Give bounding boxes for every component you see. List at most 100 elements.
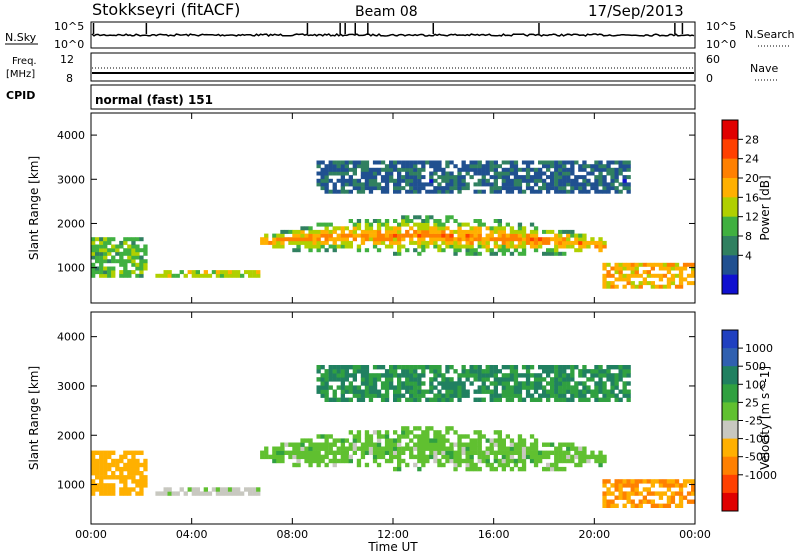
heatmap-cell (401, 373, 406, 378)
heatmap-cell (344, 160, 349, 165)
heatmap-cell (546, 381, 551, 386)
heatmap-cell (103, 266, 108, 271)
heatmap-cell (449, 233, 454, 238)
heatmap-cell (497, 175, 502, 180)
heatmap-cell (340, 178, 345, 183)
heatmap-cell (409, 389, 414, 394)
heatmap-cell (606, 503, 611, 508)
heatmap-cell (99, 259, 104, 264)
heatmap-cell (469, 244, 474, 249)
heatmap-cell (521, 178, 527, 183)
heatmap-cell (352, 186, 357, 191)
heatmap-cell (417, 215, 422, 220)
heatmap-cell (533, 226, 539, 231)
heatmap-cell (123, 270, 128, 275)
heatmap-cell (566, 397, 571, 402)
heatmap-cell (570, 182, 575, 187)
heatmap-cell (384, 164, 390, 169)
heatmap-cell (533, 454, 539, 460)
heatmap-cell (348, 167, 353, 172)
heatmap-cell (582, 240, 587, 245)
heatmap-cell (324, 393, 329, 398)
heatmap-cell (107, 237, 112, 242)
heatmap-cell (340, 186, 345, 191)
heatmap-cell (352, 438, 357, 443)
heatmap-cell (296, 237, 301, 242)
heatmap-cell (312, 450, 317, 455)
heatmap-cell (131, 240, 136, 245)
heatmap-cell (521, 458, 527, 464)
heatmap-cell (356, 397, 362, 402)
heatmap-cell (477, 219, 482, 223)
heatmap-cell (272, 233, 277, 238)
heatmap-cell (95, 270, 100, 275)
heatmap-cell (485, 365, 490, 370)
heatmap-cell (384, 178, 390, 183)
heatmap-cell (409, 167, 414, 172)
heatmap-cell (308, 244, 313, 249)
heatmap-cell (501, 446, 506, 451)
heatmap-cell (356, 244, 362, 249)
heatmap-cell (618, 164, 623, 169)
heatmap-cell (304, 237, 309, 242)
heatmap-cell (348, 160, 353, 165)
heatmap-cell (566, 385, 571, 390)
colorbar-swatch (722, 158, 738, 179)
heatmap-cell (328, 397, 333, 402)
heatmap-cell (566, 458, 571, 464)
heatmap-cell (320, 171, 325, 176)
heatmap-cell (461, 365, 466, 370)
heatmap-cell (433, 167, 438, 172)
heatmap-cell (364, 248, 370, 253)
heatmap-cell (405, 171, 410, 176)
heatmap-cell (590, 369, 595, 374)
heatmap-cell (127, 248, 132, 253)
heatmap-cell (658, 262, 664, 267)
heatmap-cell (413, 215, 418, 220)
heatmap-cell (320, 244, 325, 249)
heatmap-cell (634, 487, 639, 492)
heatmap-cell (356, 182, 362, 187)
heatmap-cell (384, 244, 390, 249)
heatmap-cell (473, 182, 478, 187)
heatmap-cell (622, 175, 627, 180)
heatmap-cell (622, 503, 627, 508)
heatmap-cell (413, 229, 418, 234)
heatmap-cell (618, 487, 623, 492)
heatmap-cell (300, 240, 305, 245)
heatmap-cell (614, 270, 619, 275)
heatmap-cell (352, 182, 357, 187)
heatmap-cell (493, 438, 498, 443)
heatmap-cell (203, 273, 208, 278)
heatmap-cell (288, 442, 293, 447)
heatmap-cell (103, 483, 108, 488)
heatmap-cell (409, 233, 414, 238)
heatmap-cell (461, 373, 466, 378)
heatmap-cell (425, 430, 430, 435)
heatmap-cell (340, 369, 345, 374)
heatmap-cell (107, 273, 112, 278)
heatmap-cell (538, 365, 543, 370)
heatmap-cell (505, 446, 510, 451)
heatmap-cell (457, 393, 462, 398)
heatmap-cell (425, 222, 430, 227)
heatmap-cell (586, 182, 591, 187)
heatmap-cell (139, 483, 144, 488)
heatmap-cell (380, 178, 386, 183)
heatmap-cell (493, 226, 498, 231)
heatmap-cell (356, 178, 362, 183)
heatmap-cell (598, 160, 603, 165)
heatmap-cell (433, 178, 438, 183)
heatmap-cell (417, 171, 422, 176)
heatmap-cell (461, 229, 466, 234)
heatmap-cell (606, 273, 611, 278)
heatmap-cell (614, 178, 619, 183)
heatmap-cell (686, 499, 692, 504)
heatmap-cell (103, 491, 108, 496)
heatmap-cell (650, 483, 655, 488)
heatmap-cell (598, 385, 603, 390)
heatmap-cell (610, 175, 615, 180)
heatmap-cell (602, 281, 607, 286)
heatmap-cell (461, 458, 466, 464)
noise-trace (91, 23, 695, 37)
